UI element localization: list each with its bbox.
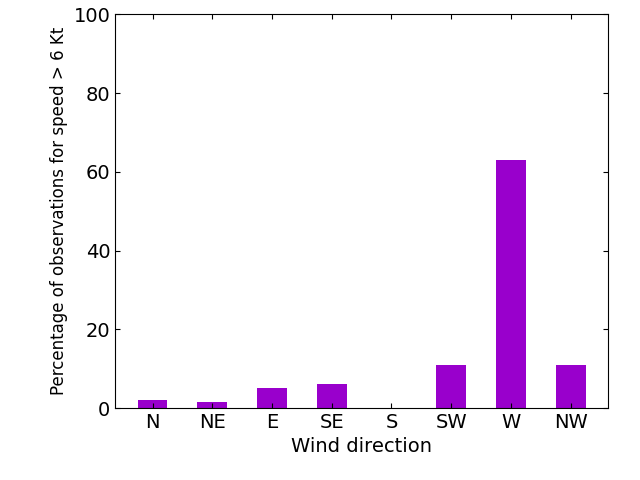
Bar (138, 400, 168, 408)
Y-axis label: Percentage of observations for speed > 6 Kt: Percentage of observations for speed > 6… (50, 27, 68, 396)
Bar (257, 388, 287, 408)
Bar (436, 365, 466, 408)
Bar (317, 384, 347, 408)
X-axis label: Wind direction: Wind direction (291, 437, 432, 456)
Bar (496, 160, 526, 408)
Bar (556, 365, 586, 408)
Bar (197, 402, 227, 408)
